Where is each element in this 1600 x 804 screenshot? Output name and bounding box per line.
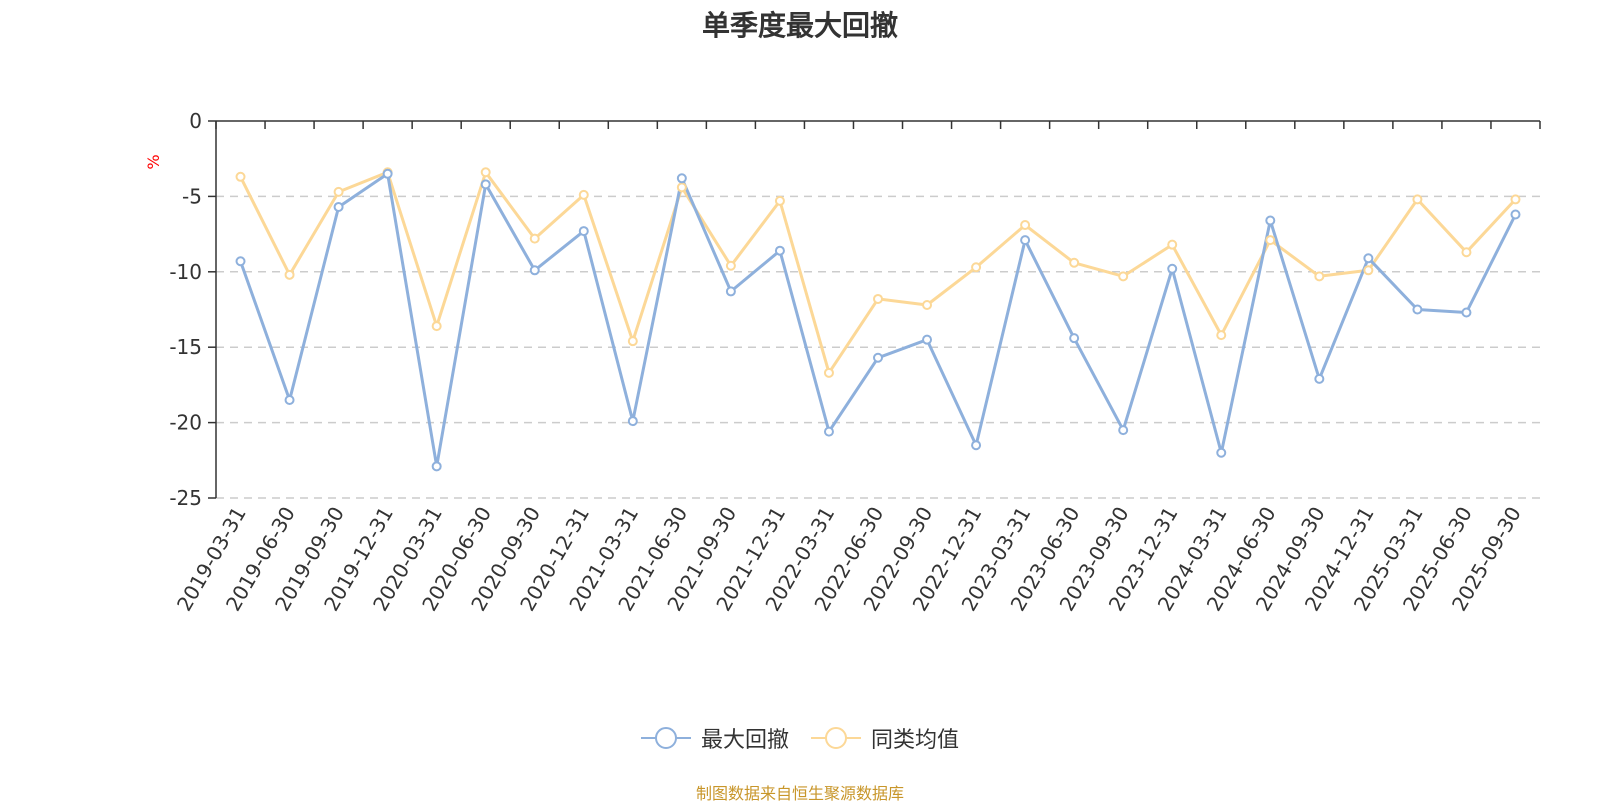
- source-note: 制图数据来自恒生聚源数据库: [695, 784, 904, 803]
- y-tick-label: -10: [169, 260, 202, 284]
- data-point-series-1[interactable]: [725, 286, 736, 297]
- data-point-series-2[interactable]: [823, 367, 834, 378]
- data-point-series-2[interactable]: [627, 336, 638, 347]
- data-point-series-2[interactable]: [1265, 235, 1276, 246]
- legend-swatch-icon: [811, 726, 861, 750]
- data-point-series-2[interactable]: [922, 299, 933, 310]
- data-point-series-1[interactable]: [1461, 307, 1472, 318]
- data-point-series-1[interactable]: [823, 426, 834, 437]
- data-point-series-2[interactable]: [529, 233, 540, 244]
- legend: 最大回撤 同类均值: [0, 722, 1600, 754]
- data-point-series-1[interactable]: [1314, 373, 1325, 384]
- data-point-series-2[interactable]: [480, 167, 491, 178]
- data-point-series-2[interactable]: [1461, 247, 1472, 258]
- data-point-series-1[interactable]: [774, 245, 785, 256]
- data-point-series-2[interactable]: [1412, 194, 1423, 205]
- chart-title: 单季度最大回撤: [701, 9, 898, 42]
- data-point-series-2[interactable]: [1167, 239, 1178, 250]
- data-point-series-2[interactable]: [1216, 330, 1227, 341]
- data-point-series-2[interactable]: [1118, 271, 1129, 282]
- data-point-series-1[interactable]: [1510, 209, 1521, 220]
- legend-item-2[interactable]: 同类均值: [811, 722, 959, 754]
- data-point-series-2[interactable]: [235, 171, 246, 182]
- grid-layer: [216, 195, 1540, 499]
- data-point-series-1[interactable]: [1069, 333, 1080, 344]
- legend-label: 同类均值: [871, 728, 960, 753]
- legend-swatch-icon: [640, 726, 691, 750]
- data-point-series-1[interactable]: [382, 168, 393, 179]
- data-point-series-1[interactable]: [1363, 253, 1374, 264]
- data-point-series-1[interactable]: [971, 440, 982, 451]
- series-layer: [235, 167, 1521, 472]
- data-point-series-1[interactable]: [1265, 215, 1276, 226]
- data-point-series-1[interactable]: [873, 352, 883, 363]
- data-point-series-2[interactable]: [1363, 265, 1374, 276]
- data-point-series-2[interactable]: [725, 260, 736, 271]
- axis-layer: 0-5-10-15-20-252019-03-312019-06-302019-…: [169, 109, 1541, 615]
- data-point-series-1[interactable]: [922, 334, 933, 345]
- data-point-series-1[interactable]: [1216, 447, 1227, 458]
- data-point-series-1[interactable]: [1412, 304, 1423, 315]
- data-point-series-2[interactable]: [578, 189, 589, 200]
- data-point-series-2[interactable]: [774, 195, 785, 206]
- y-tick-label: -20: [169, 411, 202, 435]
- data-point-series-1[interactable]: [431, 461, 442, 472]
- data-point-series-1[interactable]: [235, 256, 246, 267]
- data-point-series-2[interactable]: [333, 186, 344, 197]
- data-point-series-2[interactable]: [1020, 220, 1031, 231]
- legend-label: 最大回撤: [700, 728, 789, 753]
- data-point-series-1[interactable]: [676, 173, 687, 184]
- data-point-series-1[interactable]: [333, 201, 344, 212]
- data-point-series-1[interactable]: [1020, 235, 1031, 246]
- data-point-series-1[interactable]: [627, 416, 638, 427]
- data-point-series-2[interactable]: [1510, 194, 1521, 205]
- data-point-series-2[interactable]: [431, 321, 442, 332]
- data-point-series-2[interactable]: [284, 269, 295, 280]
- data-point-series-2[interactable]: [971, 262, 982, 273]
- y-tick-label: -5: [182, 184, 202, 208]
- data-point-series-1[interactable]: [1118, 425, 1129, 436]
- y-axis-unit-label: %: [144, 154, 163, 169]
- data-point-series-1[interactable]: [529, 265, 540, 276]
- y-tick-label: -15: [169, 335, 202, 359]
- y-tick-label: 0: [189, 109, 202, 133]
- data-point-series-1[interactable]: [1167, 263, 1178, 274]
- data-point-series-1[interactable]: [480, 179, 491, 190]
- data-point-series-2[interactable]: [873, 293, 883, 304]
- data-point-series-1[interactable]: [578, 226, 589, 237]
- data-point-series-2[interactable]: [1069, 257, 1080, 268]
- data-point-series-2[interactable]: [1314, 271, 1325, 282]
- data-point-series-2[interactable]: [676, 182, 687, 193]
- legend-item-1[interactable]: 最大回撤: [640, 722, 789, 754]
- data-point-series-1[interactable]: [284, 394, 295, 405]
- y-tick-label: -25: [169, 486, 202, 510]
